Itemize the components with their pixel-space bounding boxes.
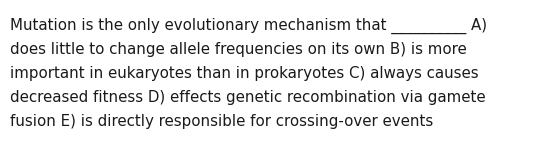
Text: fusion E) is directly responsible for crossing-over events: fusion E) is directly responsible for cr… bbox=[10, 114, 433, 129]
Text: does little to change allele frequencies on its own B) is more: does little to change allele frequencies… bbox=[10, 42, 466, 57]
Text: important in eukaryotes than in prokaryotes C) always causes: important in eukaryotes than in prokaryo… bbox=[10, 66, 479, 81]
Text: decreased fitness D) effects genetic recombination via gamete: decreased fitness D) effects genetic rec… bbox=[10, 90, 485, 105]
Text: Mutation is the only evolutionary mechanism that __________ A): Mutation is the only evolutionary mechan… bbox=[10, 18, 487, 34]
